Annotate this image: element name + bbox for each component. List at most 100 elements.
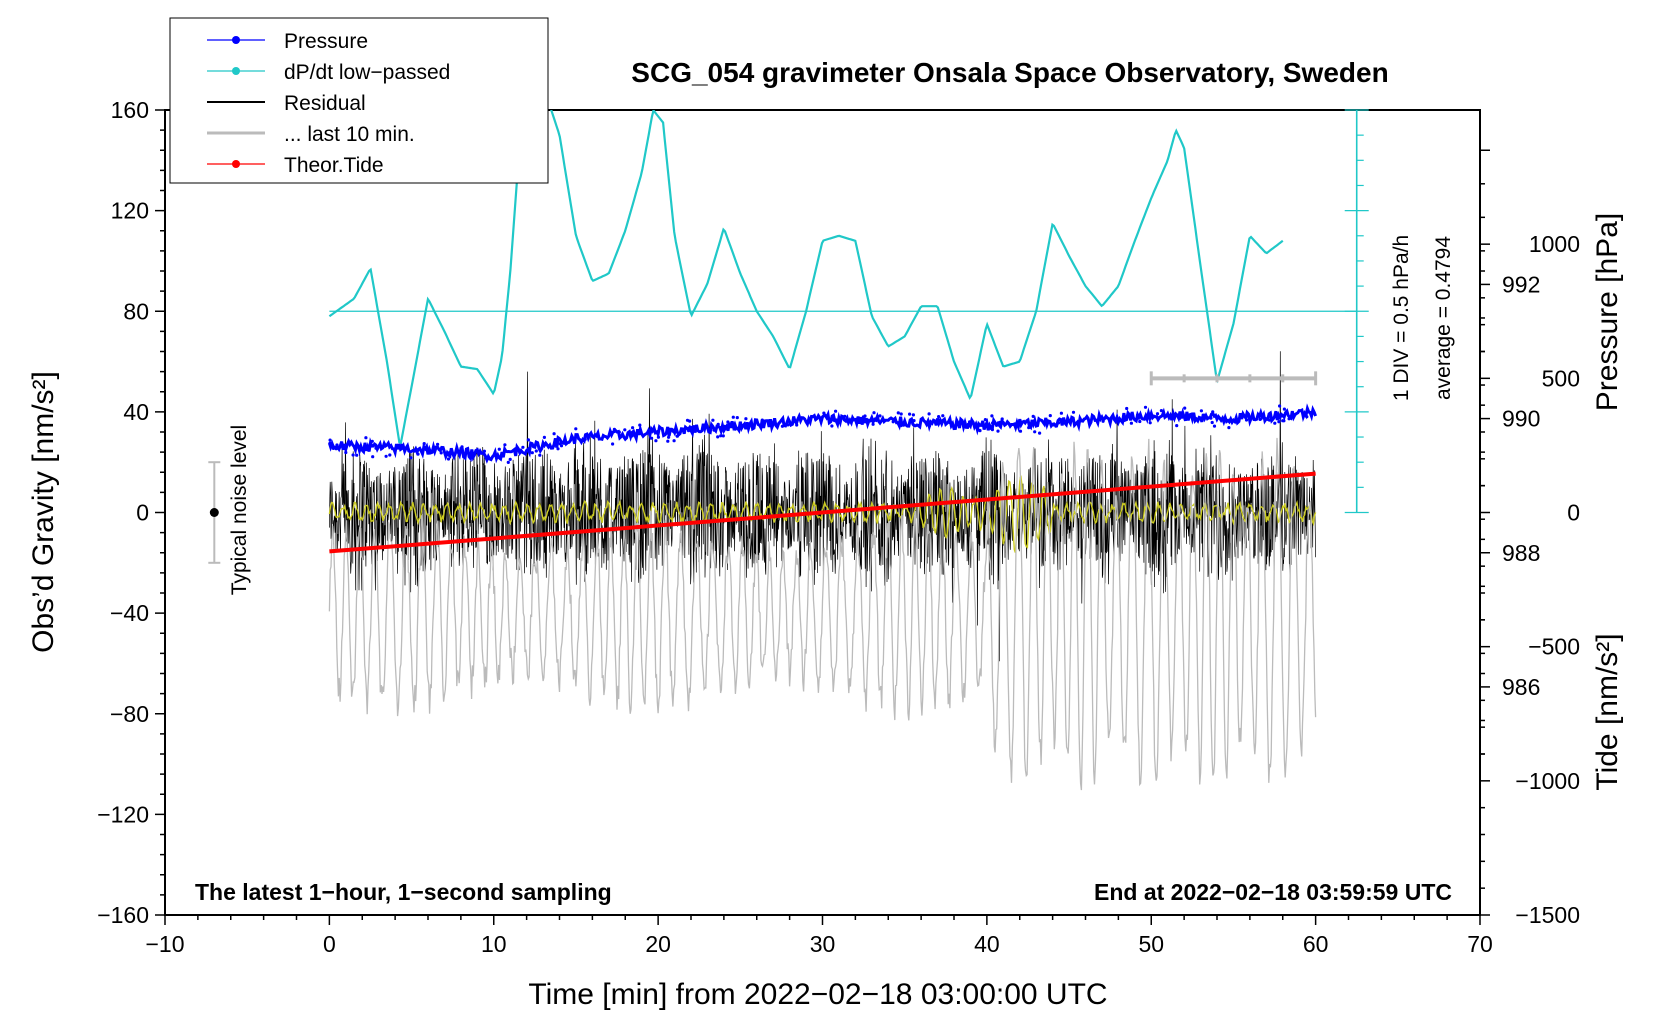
pressure-point [638,423,642,427]
pressure-point [521,445,525,449]
y-axis-label-left: Obs’d Gravity [nm/s²] [27,371,60,653]
y-tick-label: 80 [123,298,149,324]
annotations [208,109,1369,564]
pressure-point [469,455,473,459]
pressure-point [927,412,931,416]
pressure-point [1210,420,1214,425]
pressure-point [983,418,988,422]
pressure-point [1138,419,1142,424]
pressure-point [497,447,501,451]
pressure-point [966,422,970,426]
legend-entry-residual: Residual [207,92,366,115]
pressure-point [878,414,882,418]
y-axis-label-tide: Tide [nm/s²] [1591,633,1624,790]
pressure-point [722,424,727,428]
pressure-tick-label: 992 [1502,271,1540,297]
tide-tick-label: −500 [1528,634,1580,660]
pressure-point [716,435,720,439]
x-tick-label: 60 [1303,931,1329,957]
pressure-line [327,403,1318,464]
pressure-point [786,423,790,427]
pressure-point [1148,421,1152,425]
pressure-point [863,414,867,418]
pressure-point [716,422,720,426]
pressure-point [416,452,420,456]
pressure-point [822,411,826,415]
pressure-point [556,447,560,451]
pressure-tick-label: 990 [1502,406,1540,432]
axes: −10 0 10 20 30 40 50 60 70 −160 −120 −80 −40 0 40 80 120… [97,97,1580,957]
x-tick-label: 50 [1138,931,1164,957]
pressure-point [991,421,995,425]
legend-label-pressure: Pressure [284,30,368,53]
x-tick-label: 70 [1467,931,1493,957]
pressure-point [1258,417,1262,421]
pressure-point [899,412,903,416]
pressure-point [689,425,693,429]
x-tick-label: −10 [145,931,184,957]
pressure-point [843,414,847,418]
pressure-point [735,416,739,420]
pressure-point [1244,418,1249,422]
pressure-point [1282,407,1286,411]
pressure-point [506,460,510,464]
pressure-point [1125,406,1129,411]
pressure-point [1038,431,1042,435]
legend-box [169,17,549,184]
lowpass-overlay-line [328,475,1317,553]
pressure-point [558,442,562,446]
footer-left-label: The latest 1−hour, 1−second sampling [195,879,612,905]
legend-label-last10: ... last 10 min. [284,123,415,146]
x-tick-label: 40 [974,931,1000,957]
pressure-point [1155,412,1160,416]
pressure-point [656,435,661,439]
last-10-min-line [328,437,1317,791]
pressure-point [928,423,932,427]
pressure-point [996,429,1000,433]
pressure-point [631,426,635,430]
pressure-point [990,428,995,432]
y-tick-label: −40 [110,600,149,626]
pressure-point [1211,410,1215,414]
pressure-point [667,435,671,439]
legend-entry-pressure: Pressure [207,30,368,53]
pressure-point [334,447,338,451]
pressure-point [534,449,538,453]
pressure-point [612,427,617,431]
pressure-point [654,439,658,443]
legend-entry-tide: Theor.Tide [207,154,384,177]
pressure-point [1178,416,1182,420]
pressure-point [873,417,877,421]
pressure-point [374,446,378,450]
pressure-point [675,434,679,438]
pressure-point [530,451,534,455]
pressure-point [891,420,895,424]
chart-title: SCG_054 gravimeter Onsala Space Observat… [631,57,1388,88]
pressure-point [503,443,507,447]
pressure-point [912,419,916,423]
pressure-point [865,418,869,423]
pressure-point [623,428,627,432]
theoretical-tide-series [329,471,1316,554]
pressure-point [371,455,375,459]
pressure-tick-label: 988 [1502,540,1540,566]
pressure-point [977,428,982,432]
pressure-point [388,453,392,457]
pressure-point [436,442,440,446]
pressure-point [711,418,715,422]
pressure-point [666,439,670,443]
pressure-point [831,418,836,422]
pressure-point [364,436,368,440]
pressure-point [574,427,578,431]
y-tick-label: 120 [111,198,149,224]
pressure-point [331,446,335,450]
y-tick-label: −160 [97,902,149,928]
pressure-point [328,441,332,445]
tide-tick-label: −1000 [1515,768,1580,794]
pressure-point [1135,413,1140,417]
pressure-point [908,412,912,416]
pressure-point [1159,409,1163,413]
pressure-point [1033,430,1037,434]
pressure-point [552,443,556,447]
